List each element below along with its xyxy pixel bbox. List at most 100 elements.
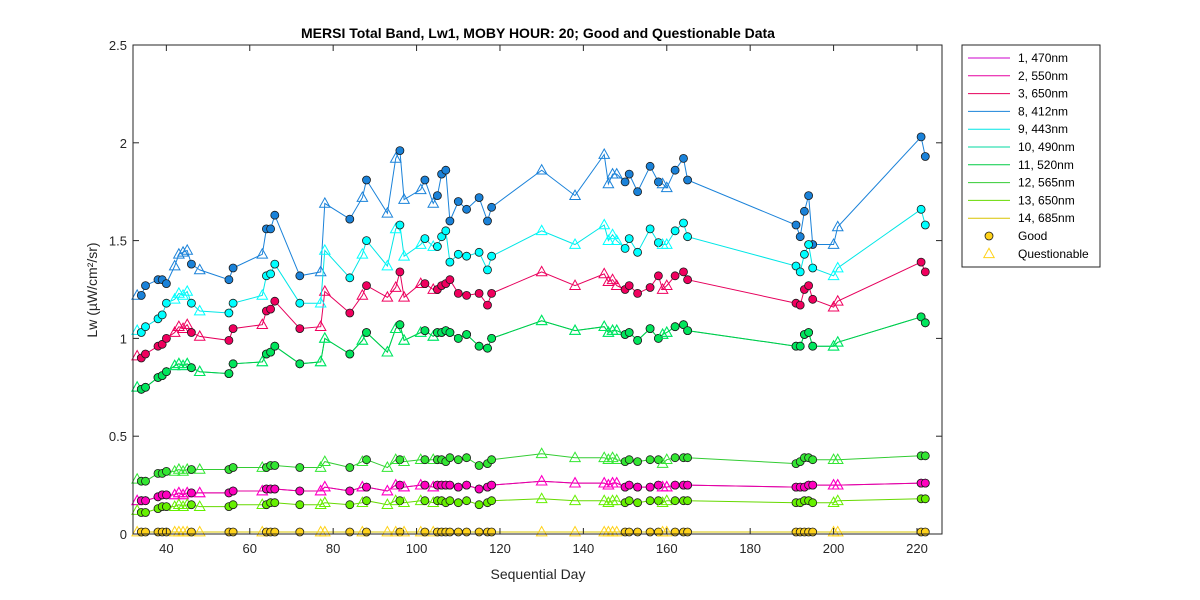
data-point-good <box>474 247 484 257</box>
data-point-good <box>808 480 818 490</box>
data-point-good <box>795 300 805 310</box>
data-point-good <box>462 251 472 261</box>
data-point-good <box>487 527 497 537</box>
data-point-good <box>624 480 634 490</box>
data-point-good <box>645 482 655 492</box>
plot-area <box>133 45 942 534</box>
data-point-good <box>920 527 930 537</box>
data-point-questionable <box>535 314 548 326</box>
data-point-questionable <box>568 525 582 537</box>
x-tick-label: 200 <box>823 541 845 556</box>
data-point-questionable <box>602 453 615 465</box>
data-point-good <box>437 232 447 242</box>
data-point-good <box>362 281 371 291</box>
data-point-questionable <box>827 300 840 312</box>
data-point-questionable <box>181 243 194 255</box>
data-point-questionable <box>256 288 269 300</box>
data-point-good <box>800 206 809 216</box>
data-point-good <box>795 267 805 277</box>
data-point-good <box>362 455 371 465</box>
data-point-good <box>395 267 405 277</box>
data-point-good <box>395 146 405 156</box>
data-point-good <box>920 451 930 461</box>
data-point-good <box>266 224 276 234</box>
data-point-questionable <box>660 279 673 290</box>
data-point-good <box>270 484 280 494</box>
data-point-good <box>270 210 280 220</box>
data-point-questionable <box>397 249 411 261</box>
data-point-questionable <box>172 247 185 259</box>
data-point-questionable <box>176 245 190 257</box>
legend: 1, 470nm 2, 550nm 3, 650nm 8, 412nm 9, 443nm… <box>961 44 1101 268</box>
data-point-questionable <box>414 237 427 249</box>
data-point-questionable <box>381 484 394 496</box>
data-point-questionable <box>598 320 611 332</box>
data-point-questionable <box>397 192 411 204</box>
data-point-good <box>445 527 455 537</box>
y-tick-label: 0 <box>120 527 127 542</box>
data-point-good <box>228 463 238 472</box>
data-point-good <box>670 453 680 463</box>
data-point-good <box>445 216 455 226</box>
data-point-good <box>441 226 451 236</box>
data-point-good <box>487 202 497 212</box>
data-point-questionable <box>318 455 331 466</box>
data-point-good <box>808 498 818 508</box>
data-point-questionable <box>356 247 369 259</box>
y-tick-label: 0.5 <box>109 429 127 444</box>
data-point-questionable <box>598 218 611 230</box>
data-point-questionable <box>256 247 269 259</box>
data-point-good <box>624 281 634 291</box>
data-point-good <box>654 271 663 281</box>
data-point-questionable <box>610 279 623 290</box>
data-point-good <box>920 318 930 328</box>
data-point-good <box>487 455 497 465</box>
x-axis-label: Sequential Day <box>491 566 586 582</box>
data-point-questionable <box>314 484 327 496</box>
series-1 <box>131 474 930 506</box>
data-point-questionable <box>535 265 548 277</box>
x-tick-label: 80 <box>326 541 340 556</box>
legend-label: 14, 685nm <box>1018 211 1075 225</box>
data-point-good <box>791 220 801 230</box>
data-point-good <box>345 214 355 224</box>
data-point-questionable <box>427 196 440 208</box>
data-point-questionable <box>356 333 369 345</box>
data-point-questionable <box>356 191 369 202</box>
data-point-questionable <box>602 275 615 287</box>
data-point-good <box>420 234 430 244</box>
data-point-good <box>420 527 430 537</box>
data-point-good <box>141 281 150 291</box>
data-point-questionable <box>602 326 615 337</box>
data-point-good <box>345 308 355 318</box>
data-point-good <box>453 527 463 537</box>
data-point-good <box>487 288 497 298</box>
data-point-good <box>186 465 196 474</box>
data-point-questionable <box>610 494 623 506</box>
data-point-good <box>186 527 196 537</box>
data-point-questionable <box>397 496 411 508</box>
data-point-good <box>295 486 305 496</box>
legend-label: 11, 520nm <box>1018 158 1074 172</box>
data-point-good <box>462 453 472 463</box>
data-point-good <box>645 496 655 506</box>
data-point-questionable <box>168 488 181 500</box>
data-point-good <box>679 218 688 228</box>
data-point-questionable <box>535 224 548 236</box>
data-point-good <box>462 204 472 214</box>
data-point-good <box>141 349 150 359</box>
data-point-good <box>474 484 484 494</box>
y-axis-label: Lw (µW/cm²/sr) <box>84 242 100 337</box>
legend-label: 3, 650nm <box>1018 87 1068 101</box>
data-point-good <box>795 341 805 351</box>
data-point-good <box>804 328 813 337</box>
data-point-questionable <box>610 324 623 335</box>
data-point-questionable <box>602 496 615 508</box>
data-point-questionable <box>610 476 623 488</box>
data-point-good <box>161 367 171 377</box>
data-point-good <box>453 455 463 465</box>
data-point-good <box>683 232 692 242</box>
data-point-questionable <box>827 269 840 281</box>
data-point-good <box>228 527 238 537</box>
legend-box <box>961 44 1101 268</box>
